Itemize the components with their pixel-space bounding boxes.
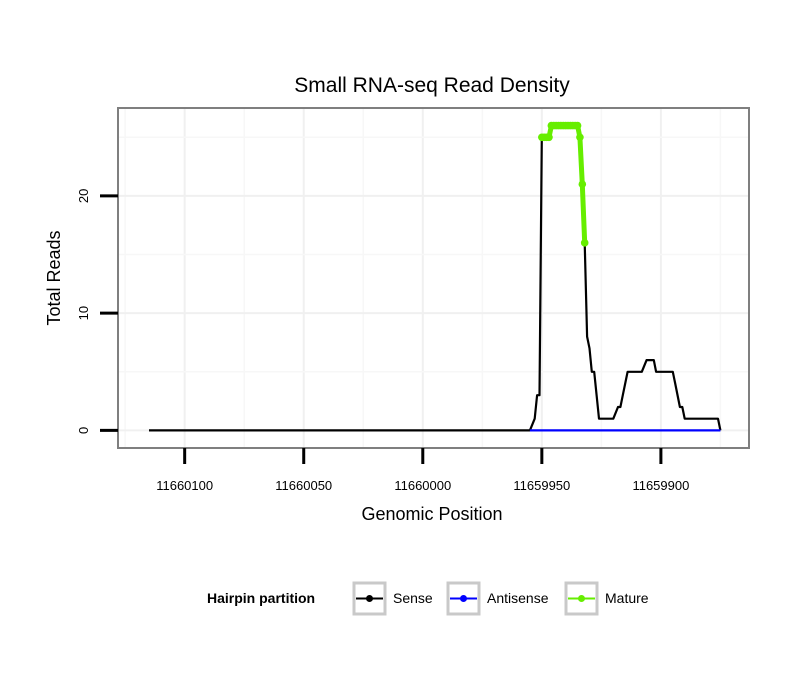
x-tick-label: 11660100 [156,478,213,493]
axes: 11660100 11660050 11660000 11659950 11659900… [76,189,689,493]
x-tick-label: 11660000 [394,478,451,493]
legend-key-point [578,595,585,602]
legend-label-antisense: Antisense [487,590,549,606]
legend-label-mature: Mature [605,590,649,606]
mature-series-line [541,123,588,243]
legend: Hairpin partition Sense Antisense Mature [207,581,649,616]
series-layer [149,121,722,432]
legend-label-sense: Sense [393,590,433,606]
x-tick-label: 11659900 [632,478,689,493]
y-tick-label: 20 [76,189,91,203]
chart-title: Small RNA-seq Read Density [294,74,570,97]
y-tick-label: 0 [76,427,91,434]
x-tick-label: 11659950 [513,478,570,493]
x-tick-label: 11660050 [275,478,332,493]
plot-panel [117,107,750,449]
legend-key-point [460,595,467,602]
y-tick-label: 10 [76,306,91,320]
y-axis-title: Total Reads [44,230,64,325]
legend-key-point [366,595,373,602]
x-axis-title: Genomic Position [361,504,502,524]
legend-title: Hairpin partition [207,590,315,606]
grid-lines [119,109,748,447]
